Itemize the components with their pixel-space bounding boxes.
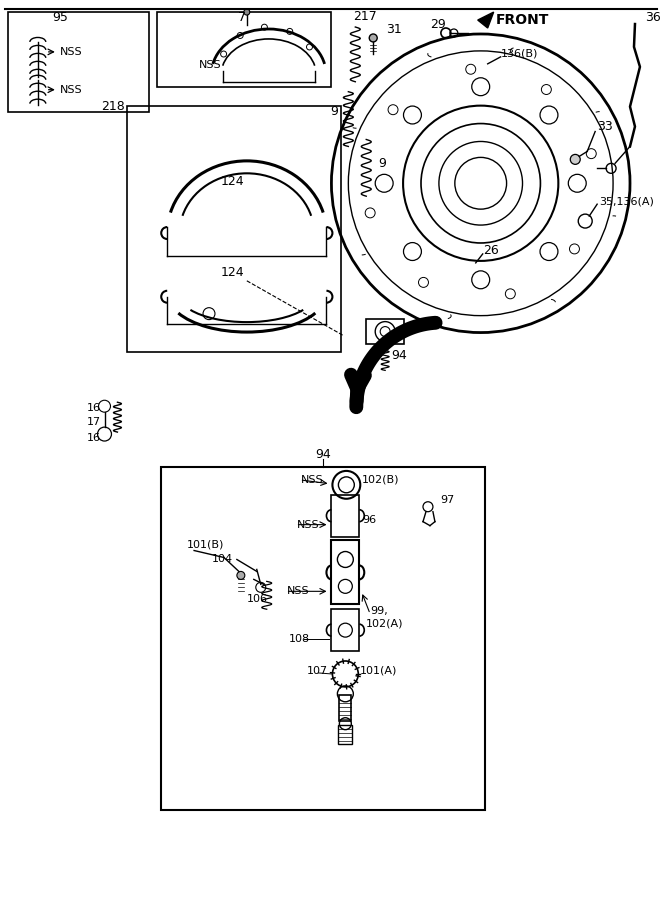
Text: 104: 104	[212, 554, 233, 564]
Circle shape	[570, 155, 580, 165]
Text: 217: 217	[354, 10, 377, 22]
Text: 9: 9	[331, 105, 338, 118]
Text: 99,: 99,	[370, 607, 388, 616]
Text: 96: 96	[362, 515, 376, 525]
Text: 97: 97	[440, 495, 454, 505]
Text: 108: 108	[289, 634, 309, 644]
Text: 106: 106	[247, 594, 268, 604]
Text: NSS: NSS	[297, 519, 319, 529]
Text: 124: 124	[221, 175, 245, 188]
Text: 107: 107	[307, 666, 327, 676]
Text: 124: 124	[221, 266, 245, 279]
Text: 16: 16	[87, 403, 101, 413]
Bar	[331, 609, 360, 651]
Text: NSS: NSS	[60, 47, 82, 57]
Circle shape	[370, 34, 378, 42]
Circle shape	[244, 9, 250, 15]
Text: 94: 94	[315, 448, 331, 462]
Text: 95: 95	[52, 11, 67, 23]
Text: 16: 16	[87, 433, 101, 443]
Text: FRONT: FRONT	[496, 13, 549, 27]
Text: NSS: NSS	[199, 59, 221, 70]
Bar	[127, 105, 342, 353]
Bar	[366, 319, 404, 344]
Text: 101(B): 101(B)	[187, 540, 225, 550]
Text: 136(B): 136(B)	[501, 49, 538, 58]
Text: 26: 26	[483, 245, 498, 257]
Text: 35,136(A): 35,136(A)	[599, 196, 654, 206]
Bar	[338, 724, 352, 743]
Bar	[331, 540, 360, 604]
Text: 31: 31	[386, 22, 402, 35]
Text: NSS: NSS	[60, 85, 82, 94]
Text: 94: 94	[391, 349, 407, 362]
Text: 29: 29	[430, 17, 446, 31]
Text: 101(A): 101(A)	[360, 666, 398, 676]
Text: 218: 218	[101, 100, 125, 113]
Text: NSS: NSS	[301, 475, 323, 485]
Text: 9: 9	[378, 157, 386, 170]
Text: NSS: NSS	[287, 586, 309, 597]
Bar	[157, 12, 331, 86]
Text: 36: 36	[645, 11, 661, 23]
Circle shape	[237, 572, 245, 580]
Bar	[8, 12, 149, 112]
Bar	[340, 695, 352, 721]
Text: 102(A): 102(A)	[366, 618, 404, 628]
Bar	[331, 495, 360, 536]
Text: 17: 17	[87, 417, 101, 428]
Bar	[161, 467, 485, 810]
Text: 33: 33	[597, 120, 613, 133]
Text: 7: 7	[238, 11, 246, 23]
Text: 102(B): 102(B)	[362, 475, 400, 485]
Polygon shape	[478, 12, 494, 28]
